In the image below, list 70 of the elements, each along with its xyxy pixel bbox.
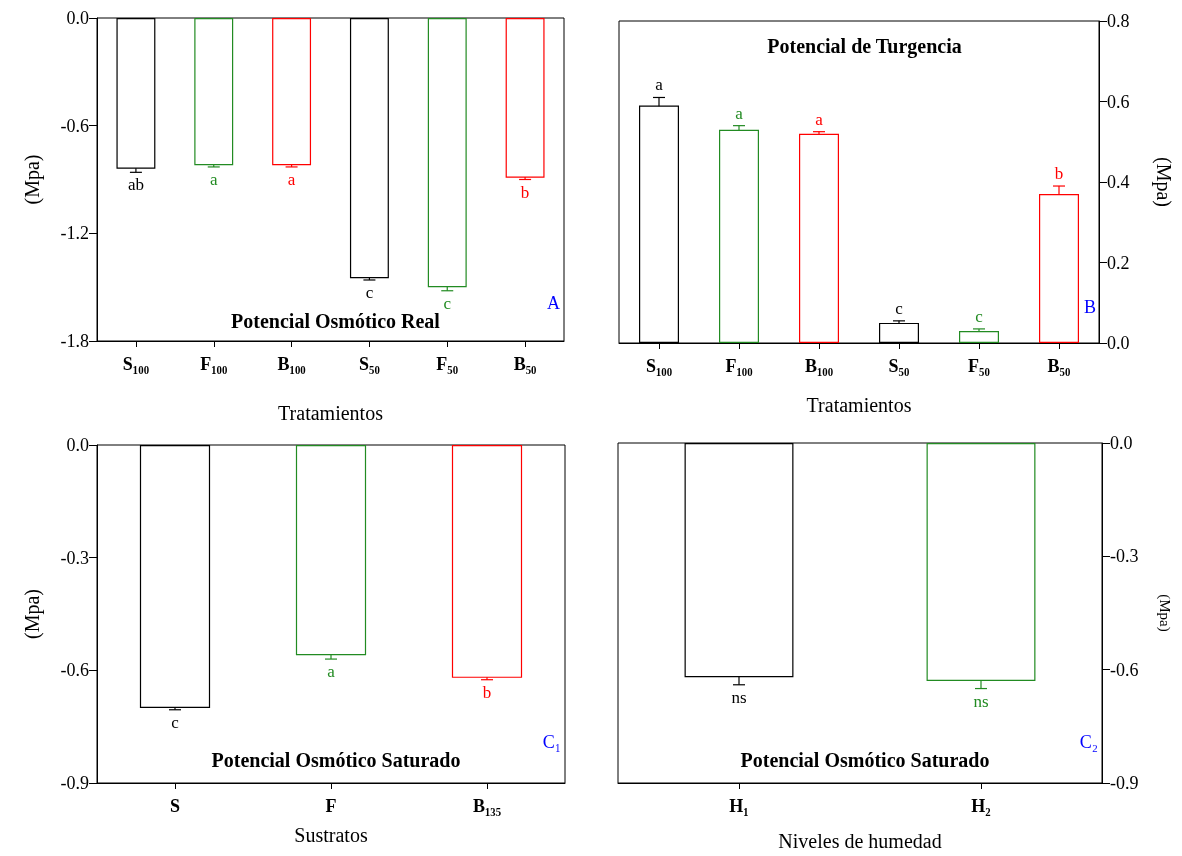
- y-tick-label: -0.3: [60, 547, 89, 568]
- x-tick-label: H₂: [971, 796, 991, 816]
- y-axis-title: (Mpa): [21, 589, 44, 639]
- y2-axis-title: (Mpa): [1152, 157, 1175, 207]
- annotation: a: [815, 109, 824, 129]
- y2-tick-label: 0.2: [1107, 252, 1130, 273]
- x-axis-title: Niveles de humedad: [778, 830, 942, 852]
- annotation: C₁: [542, 732, 561, 752]
- x-axis-title: Tratamientos: [278, 402, 384, 424]
- annotation: c: [975, 306, 984, 326]
- x-tick-label: B₅₀: [513, 354, 537, 374]
- text: Potencial Osmótico Saturado: [740, 749, 990, 771]
- x-tick-label: F: [325, 796, 337, 816]
- annotation: B: [1083, 297, 1097, 317]
- x-tick-label: F₅₀: [968, 356, 990, 376]
- annotation: b: [520, 182, 530, 202]
- annotation: c: [443, 293, 452, 313]
- y2-axis-title: (Mpa): [1155, 594, 1173, 632]
- y-tick-label: -0.9: [60, 773, 89, 793]
- x-tick-label: S₁₀₀: [645, 356, 673, 376]
- y-tick-label: -1.8: [60, 331, 89, 351]
- annotation: A: [547, 293, 560, 313]
- annotation: a: [209, 169, 218, 189]
- y-axis-title: (Mpa): [21, 154, 44, 205]
- bar: [719, 129, 759, 343]
- annotation: c: [895, 298, 904, 318]
- annotation: C₂: [1079, 732, 1098, 752]
- annotation: c: [171, 712, 180, 732]
- annotation: a: [655, 75, 664, 95]
- y2-tick-label: 0.0: [1110, 433, 1133, 453]
- x-tick-label: B₁₀₀: [804, 356, 834, 376]
- annotation: c: [365, 282, 374, 302]
- text: Potencial Osmótico Real: [231, 310, 441, 332]
- x-tick-label: B₅₀: [1047, 356, 1071, 376]
- y-tick-label: 0.0: [66, 435, 89, 455]
- x-tick-label: H₁: [729, 796, 749, 816]
- y2-tick-label: -0.6: [1110, 659, 1139, 680]
- annotation: b: [1054, 164, 1064, 184]
- x-tick-label: S₅₀: [888, 356, 910, 376]
- y2-tick-label: 0.6: [1107, 91, 1130, 112]
- x-axis-title: Sustratos: [294, 824, 368, 846]
- y-tick-label: -1.2: [60, 223, 89, 244]
- x-tick-label: S: [169, 796, 181, 816]
- bar: [799, 133, 839, 343]
- y-tick-label: -0.6: [60, 660, 89, 681]
- y2-tick-label: -0.3: [1110, 546, 1139, 567]
- bar: [959, 330, 999, 343]
- annotation: ab: [127, 175, 144, 195]
- annotation: a: [735, 103, 744, 123]
- x-tick-label: F₁₀₀: [200, 354, 228, 374]
- text: Potencial de Turgencia: [767, 35, 962, 58]
- y2-tick-label: 0.8: [1107, 11, 1130, 31]
- x-tick-label: B₁₀₀: [277, 354, 306, 374]
- annotation: a: [327, 662, 336, 682]
- annotation: ns: [973, 691, 989, 711]
- x-tick-label: S₅₀: [359, 354, 380, 374]
- x-axis-title: Tratamientos: [806, 394, 912, 416]
- y-tick-label: -0.6: [60, 115, 89, 136]
- annotation: b: [482, 682, 492, 702]
- text: Potencial Osmótico Saturado: [211, 749, 461, 771]
- y2-tick-label: 0.4: [1107, 172, 1130, 192]
- x-tick-label: F₅₀: [436, 354, 459, 374]
- y2-tick-label: 0.0: [1107, 333, 1130, 353]
- x-tick-label: S₁₀₀: [122, 354, 150, 374]
- y-tick-label: 0.0: [66, 8, 89, 28]
- y2-tick-label: -0.9: [1110, 773, 1139, 793]
- annotation: a: [287, 169, 296, 189]
- x-tick-label: B₁₃₅: [472, 796, 502, 816]
- annotation: ns: [731, 687, 747, 707]
- x-tick-label: F₁₀₀: [725, 356, 753, 376]
